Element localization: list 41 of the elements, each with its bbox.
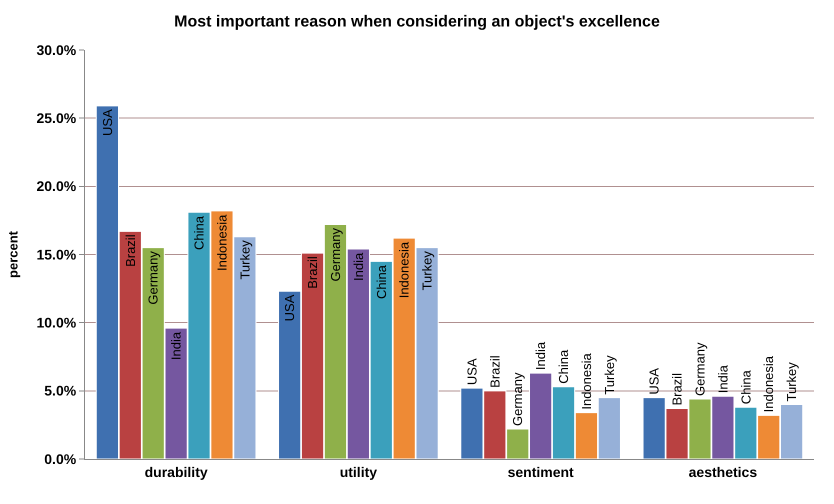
text: Indonesia	[578, 352, 594, 410]
text: China	[192, 216, 207, 250]
text: Turkey	[602, 354, 617, 395]
text: Turkey	[784, 362, 800, 402]
text: Turkey	[420, 251, 435, 290]
text: Brazil	[487, 355, 502, 388]
y-tick-label: 5.0%	[44, 382, 77, 399]
text: Germany	[328, 228, 343, 282]
text: Brazil	[122, 234, 138, 267]
text: Germany	[692, 342, 708, 396]
text: India	[168, 332, 184, 360]
text: Germany	[510, 372, 526, 426]
text: China	[738, 370, 754, 404]
text: China	[556, 349, 572, 384]
text: Brazil	[670, 373, 685, 406]
y-tick-label: 15.0%	[36, 246, 77, 262]
y-tick-label: 30.0%	[36, 42, 77, 58]
text: India	[715, 365, 730, 394]
text: India	[350, 252, 366, 282]
x-tick-label: sentiment	[508, 464, 574, 480]
x-tick-label: utility	[340, 464, 378, 480]
x-tick-label: durability	[144, 464, 208, 480]
text: Indonesia	[396, 242, 412, 298]
chart-title: Most important reason when considering an object's excellence	[174, 13, 660, 30]
text: India	[533, 341, 548, 370]
text: Germany	[146, 251, 161, 305]
y-tick-label: 20.0%	[36, 178, 77, 194]
text: USA	[282, 294, 298, 322]
text: Brazil	[305, 256, 320, 289]
y-tick-label: 10.0%	[36, 314, 77, 331]
text: USA	[646, 368, 662, 395]
y-tick-label: 0.0%	[44, 450, 77, 467]
x-tick-label: aesthetics	[688, 464, 758, 480]
text: USA	[100, 109, 115, 136]
text: Indonesia	[761, 356, 776, 412]
text: USA	[464, 358, 480, 386]
y-tick-label: 25.0%	[36, 110, 77, 126]
text: Turkey	[237, 240, 252, 280]
text: Indonesia	[214, 214, 230, 272]
y-axis-title: percent	[5, 230, 20, 278]
text: China	[374, 265, 389, 300]
